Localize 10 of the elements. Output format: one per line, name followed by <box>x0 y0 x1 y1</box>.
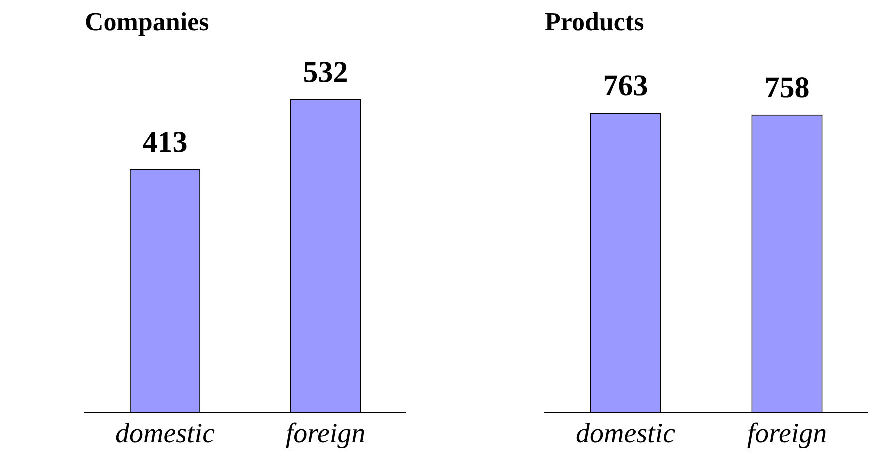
x-tick-label: domestic <box>115 418 216 450</box>
x-tick-label: foreign <box>747 418 828 450</box>
data-label: 758 <box>764 72 810 105</box>
data-label: 763 <box>603 70 648 103</box>
data-label: 532 <box>303 56 348 89</box>
x-tick-label: foreign <box>286 418 366 450</box>
chart-title: Companies <box>85 7 210 36</box>
data-label: 413 <box>142 126 188 160</box>
chart-title: Products <box>545 7 644 36</box>
x-tick-label: domestic <box>576 418 676 450</box>
